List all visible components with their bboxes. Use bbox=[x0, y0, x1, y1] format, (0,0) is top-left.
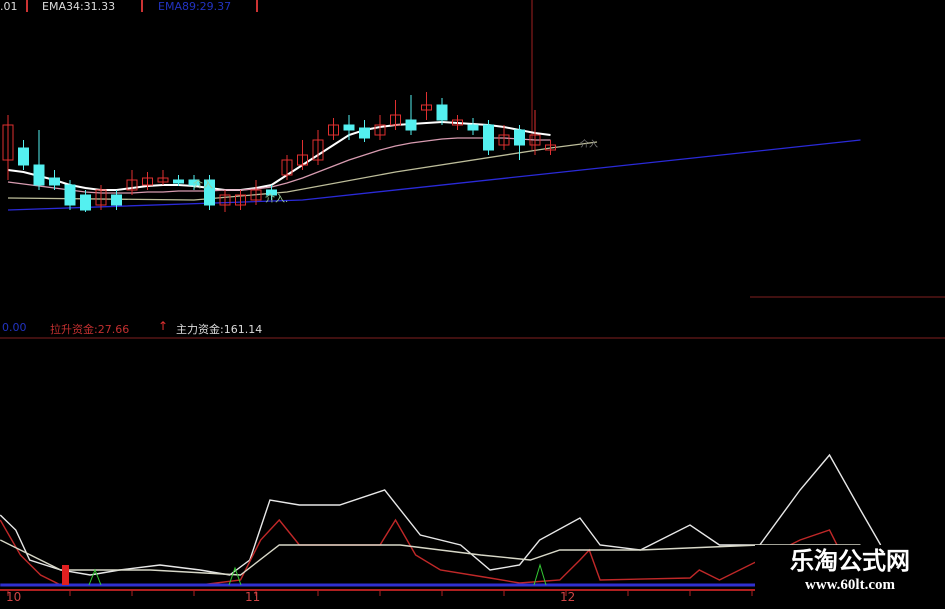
ema89-label: EMA89:29.37 bbox=[158, 0, 232, 13]
long_ma-line bbox=[7, 139, 861, 211]
candle-body bbox=[436, 104, 448, 121]
entry-annotation: 介入. bbox=[265, 194, 289, 205]
candle-body bbox=[421, 104, 432, 111]
candle-body bbox=[64, 184, 76, 206]
candle-body bbox=[390, 114, 401, 126]
signal-triangle bbox=[88, 568, 102, 586]
header-separator bbox=[256, 0, 258, 12]
ema34-line bbox=[7, 137, 551, 194]
signal-triangle bbox=[228, 566, 242, 586]
candle-body bbox=[173, 179, 184, 184]
candle-body bbox=[498, 134, 510, 146]
red_osc-line bbox=[0, 518, 851, 586]
candle-body bbox=[467, 124, 479, 131]
entry-annotation: 介入 bbox=[580, 140, 599, 150]
watermark-url: www.60lt.com bbox=[805, 577, 895, 593]
watermark: 乐淘公式网 www.60lt.com bbox=[755, 545, 945, 609]
candle-body bbox=[157, 177, 169, 183]
x-tick-label: 10 bbox=[6, 590, 22, 604]
candle-body bbox=[483, 124, 494, 151]
candle-body bbox=[204, 179, 215, 206]
candle-body bbox=[312, 139, 324, 161]
candle-body bbox=[33, 164, 45, 186]
white_osc-line bbox=[0, 453, 882, 576]
candle-body bbox=[80, 194, 91, 211]
ma_white-line bbox=[7, 120, 551, 191]
candle-body bbox=[328, 124, 339, 136]
entry-annotation: 介入 bbox=[193, 180, 213, 191]
candle-body bbox=[343, 124, 355, 131]
up-arrow-icon: ↑ bbox=[158, 319, 169, 333]
ema89-line bbox=[7, 141, 598, 201]
candle-body bbox=[111, 194, 122, 206]
signal-bar bbox=[62, 565, 69, 585]
header-separator bbox=[141, 0, 143, 12]
candle-body bbox=[95, 189, 107, 206]
x-tick-label: 12 bbox=[560, 590, 576, 604]
watermark-title: 乐淘公式网 bbox=[790, 546, 910, 575]
candle-body bbox=[297, 154, 308, 166]
candle-body bbox=[281, 159, 293, 176]
candle-body bbox=[18, 147, 29, 166]
indicator-partial-value: 0.00 bbox=[2, 321, 27, 334]
candle-body bbox=[188, 179, 200, 186]
candle-body bbox=[2, 124, 14, 161]
candle-body bbox=[235, 194, 246, 206]
candle-body bbox=[359, 127, 370, 139]
candle-body bbox=[405, 119, 417, 131]
candle-body bbox=[126, 179, 138, 191]
candle-body bbox=[142, 177, 153, 186]
candle-body bbox=[49, 177, 60, 186]
candle-body bbox=[514, 129, 525, 146]
header-separator bbox=[26, 0, 28, 12]
avg_osc-line bbox=[0, 539, 861, 576]
candle-body bbox=[374, 124, 386, 136]
candle-body bbox=[266, 189, 277, 196]
candle-body bbox=[219, 194, 231, 206]
lift-funds-label: 拉升资金:27.66 bbox=[50, 323, 130, 336]
candle-body bbox=[529, 134, 541, 146]
main-funds-label: 主力资金:161.14 bbox=[176, 323, 263, 336]
candle-body bbox=[452, 119, 463, 126]
header-partial-value: .01 bbox=[0, 0, 18, 13]
x-tick-label: 11 bbox=[245, 590, 261, 604]
signal-triangle bbox=[533, 563, 547, 586]
candle-body bbox=[250, 189, 262, 201]
candle-body bbox=[545, 144, 556, 151]
ema34-label: EMA34:31.33 bbox=[42, 0, 116, 13]
